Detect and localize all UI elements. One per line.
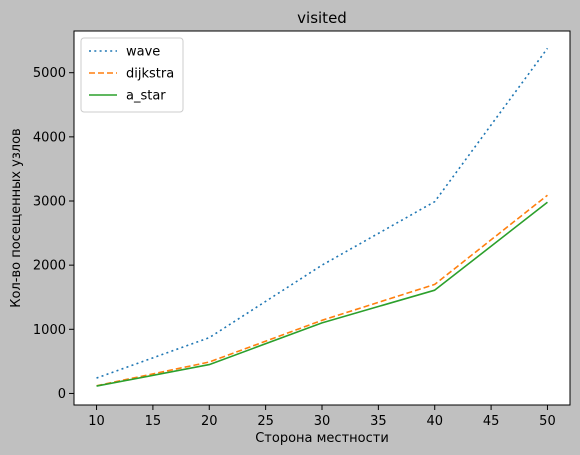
chart-title: visited — [297, 9, 347, 27]
x-axis: 10 15 20 25 30 35 40 45 50 — [88, 405, 556, 429]
y-tick-label: 1000 — [33, 323, 66, 338]
x-tick-label: 35 — [370, 414, 387, 429]
x-tick-label: 40 — [426, 414, 443, 429]
legend: wave dijkstra a_star — [80, 37, 184, 113]
x-tick-label: 50 — [539, 414, 556, 429]
series-line-wave — [96, 47, 549, 379]
series-line-a-star — [96, 201, 548, 387]
x-axis-label: Сторона местности — [255, 431, 389, 446]
x-tick-label: 10 — [88, 414, 105, 429]
x-tick-label: 25 — [257, 414, 274, 429]
legend-box — [80, 37, 184, 113]
y-axis-label: Кол-во посещенных узлов — [9, 128, 24, 307]
series-line-dijkstra — [96, 194, 548, 387]
y-tick-label: 0 — [58, 387, 66, 402]
legend-label-wave: wave — [126, 45, 160, 60]
legend-label-a-star: a_star — [126, 89, 166, 104]
y-axis: 0 1000 2000 3000 4000 5000 — [33, 66, 74, 402]
y-tick-label: 2000 — [33, 259, 66, 274]
x-tick-label: 20 — [201, 414, 218, 429]
series-layer — [96, 47, 549, 387]
x-tick-label: 15 — [145, 414, 162, 429]
x-tick-label: 45 — [483, 414, 500, 429]
y-tick-label: 3000 — [33, 195, 66, 210]
legend-label-dijkstra: dijkstra — [126, 67, 174, 82]
y-tick-label: 4000 — [33, 130, 66, 145]
x-tick-label: 30 — [314, 414, 331, 429]
y-tick-label: 5000 — [33, 66, 66, 81]
